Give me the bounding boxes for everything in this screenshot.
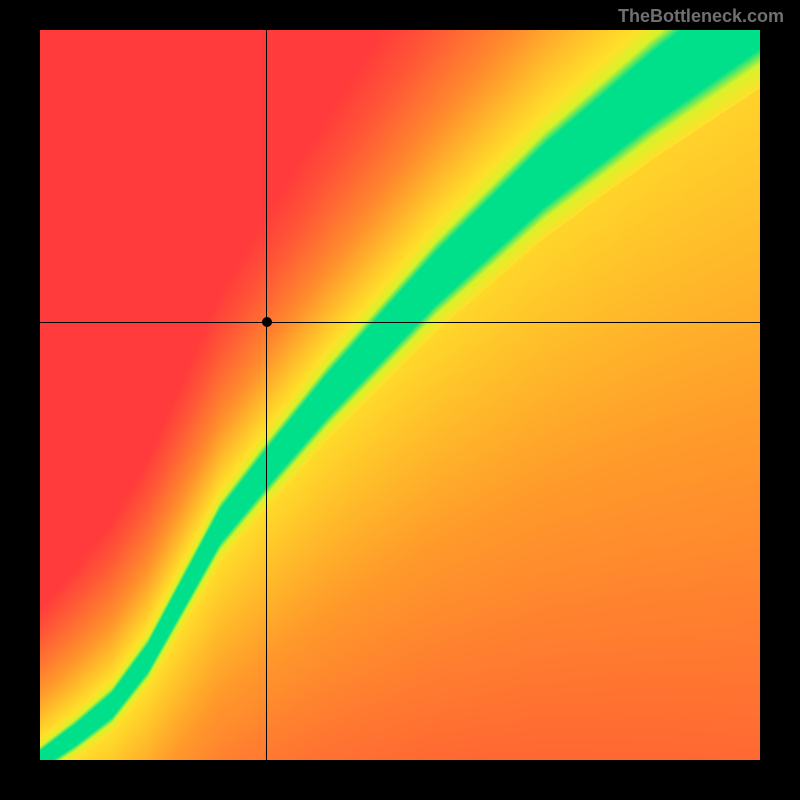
crosshair-horizontal: [40, 322, 760, 323]
watermark-text: TheBottleneck.com: [618, 6, 784, 27]
heatmap-canvas: [40, 30, 760, 760]
data-point-marker: [262, 317, 272, 327]
heatmap-plot-area: [40, 30, 760, 760]
crosshair-vertical: [266, 30, 267, 760]
chart-container: TheBottleneck.com: [0, 0, 800, 800]
